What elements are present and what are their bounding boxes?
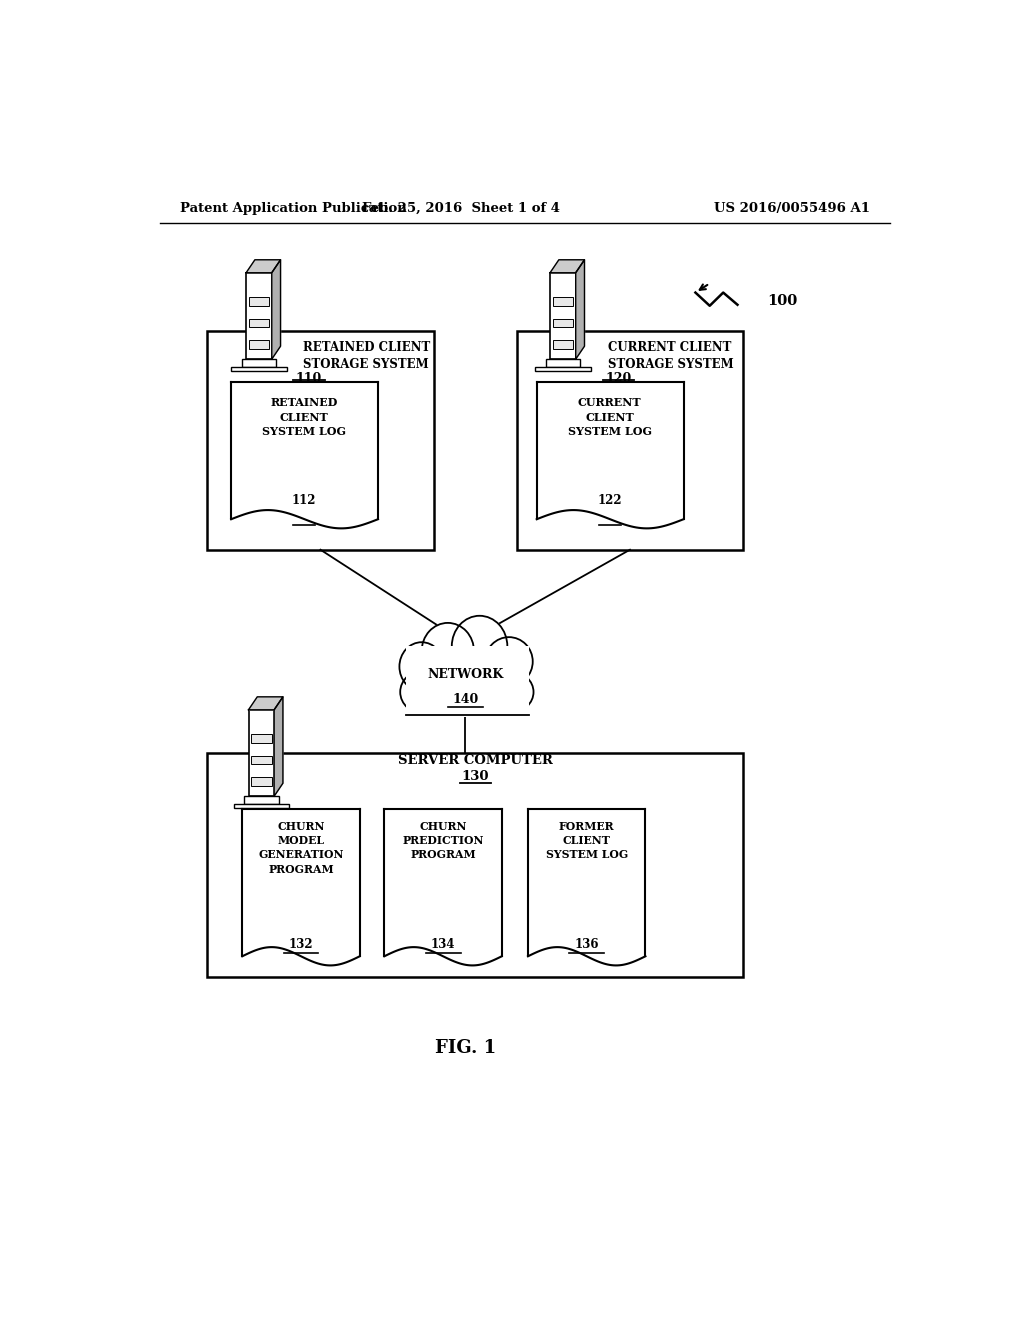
Text: 112: 112 [292,495,316,507]
Ellipse shape [399,643,443,690]
Bar [231,367,287,371]
Polygon shape [274,697,283,796]
Bar [553,318,573,327]
Text: 110: 110 [296,372,323,385]
Text: NETWORK: NETWORK [427,668,504,681]
Bar [406,647,528,718]
Polygon shape [249,697,283,710]
Bar [251,777,271,785]
Bar [242,359,276,367]
Bar [243,809,359,966]
Polygon shape [550,260,585,273]
Text: SERVER COMPUTER: SERVER COMPUTER [398,754,553,767]
Bar [536,367,591,371]
Bar [528,809,645,966]
Bar [246,273,271,359]
Text: 132: 132 [289,937,313,950]
Polygon shape [575,260,585,359]
Text: 100: 100 [767,293,797,308]
Text: Feb. 25, 2016  Sheet 1 of 4: Feb. 25, 2016 Sheet 1 of 4 [362,202,560,215]
Ellipse shape [489,672,534,713]
Polygon shape [246,260,281,273]
Ellipse shape [422,623,474,680]
Text: CHURN
MODEL
GENERATION
PROGRAM: CHURN MODEL GENERATION PROGRAM [258,821,344,875]
Text: 140: 140 [453,693,478,706]
Bar [249,710,274,796]
Bar [249,318,269,327]
Text: 120: 120 [605,372,632,385]
Text: 136: 136 [574,937,599,950]
Text: 134: 134 [431,937,456,950]
Polygon shape [271,260,281,359]
Bar [251,755,271,764]
Bar [537,381,683,529]
Text: US 2016/0055496 A1: US 2016/0055496 A1 [714,202,870,215]
Bar [546,359,581,367]
Text: RETAINED
CLIENT
SYSTEM LOG: RETAINED CLIENT SYSTEM LOG [262,397,346,437]
Bar [244,796,279,804]
Bar [553,297,573,305]
Bar [517,331,743,549]
Bar [233,804,289,808]
Text: Patent Application Publication: Patent Application Publication [179,202,407,215]
Ellipse shape [400,669,451,714]
Bar [251,734,271,743]
Text: CURRENT CLIENT
STORAGE SYSTEM: CURRENT CLIENT STORAGE SYSTEM [608,342,734,371]
Text: FIG. 1: FIG. 1 [435,1039,496,1057]
Bar [553,341,573,348]
Ellipse shape [428,664,479,709]
Text: CHURN
PREDICTION
PROGRAM: CHURN PREDICTION PROGRAM [402,821,483,861]
Bar [207,331,433,549]
Bar [384,809,502,966]
Text: CURRENT
CLIENT
SYSTEM LOG: CURRENT CLIENT SYSTEM LOG [567,397,651,437]
Bar [249,341,269,348]
Ellipse shape [460,664,511,709]
Text: FORMER
CLIENT
SYSTEM LOG: FORMER CLIENT SYSTEM LOG [546,821,628,861]
Bar [207,752,743,977]
Bar [550,273,575,359]
Ellipse shape [452,616,507,677]
Text: 130: 130 [462,770,489,783]
Text: RETAINED CLIENT
STORAGE SYSTEM: RETAINED CLIENT STORAGE SYSTEM [303,342,430,371]
Ellipse shape [485,638,532,686]
Bar [249,297,269,305]
Text: 122: 122 [597,495,622,507]
Bar [231,381,378,529]
